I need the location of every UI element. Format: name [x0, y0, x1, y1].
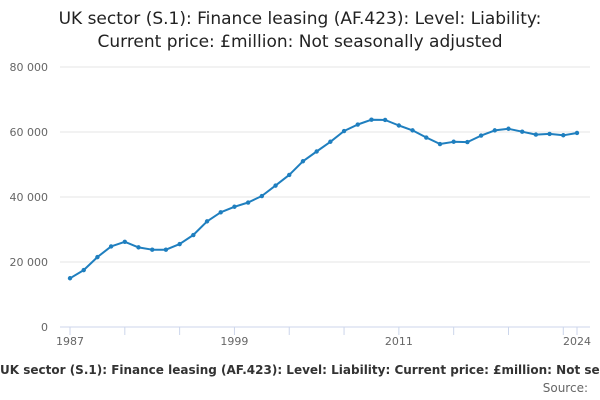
- y-axis-ticks: 0 20 000 40 000 60 000 80 000: [10, 61, 49, 334]
- data-point: [533, 132, 539, 137]
- data-point: [204, 219, 210, 224]
- data-point: [424, 135, 429, 140]
- x-tick-label: 2011: [385, 335, 413, 348]
- data-point: [547, 131, 552, 137]
- data-point: [150, 247, 155, 252]
- data-point: [465, 139, 470, 145]
- x-tick-label: 1987: [56, 335, 84, 348]
- data-point: [492, 128, 497, 133]
- y-tick-label: 40 000: [10, 191, 49, 204]
- data-point: [506, 126, 511, 131]
- y-tick-label: 60 000: [10, 126, 49, 139]
- series-points: [67, 117, 580, 281]
- data-point: [163, 247, 169, 252]
- data-point: [95, 254, 100, 260]
- x-axis-ticks: 1987 1999 2011 2024: [56, 327, 591, 348]
- data-point: [122, 239, 128, 245]
- y-tick-label: 20 000: [10, 256, 49, 269]
- data-point: [108, 244, 114, 249]
- series-line: [69, 118, 578, 280]
- data-point: [218, 210, 223, 215]
- data-point: [437, 141, 443, 147]
- data-point: [67, 276, 73, 281]
- data-point: [136, 245, 141, 250]
- data-point: [232, 204, 237, 209]
- chart-title-line-1: UK sector (S.1): Finance leasing (AF.423…: [58, 9, 542, 29]
- data-point: [273, 183, 278, 188]
- legend: UK sector (S.1): Finance leasing (AF.423…: [0, 363, 600, 377]
- data-point: [561, 133, 566, 138]
- data-point: [328, 139, 333, 144]
- data-point: [259, 193, 265, 199]
- data-point: [478, 133, 484, 138]
- data-point: [287, 172, 292, 178]
- data-point: [177, 241, 182, 247]
- data-point: [81, 267, 86, 273]
- y-tick-label: 0: [41, 321, 48, 334]
- data-point: [355, 122, 360, 127]
- data-point: [300, 159, 306, 164]
- data-point: [574, 130, 580, 136]
- source-label: Source:: [542, 381, 588, 395]
- data-point: [451, 139, 456, 144]
- data-point: [245, 200, 251, 205]
- y-tick-label: 80 000: [10, 61, 49, 74]
- data-point: [314, 149, 319, 154]
- data-point: [341, 128, 347, 134]
- data-point: [382, 117, 388, 123]
- x-tick-label: 1999: [220, 335, 248, 348]
- data-point: [519, 129, 525, 134]
- gridlines: [60, 66, 590, 263]
- data-point: [410, 128, 415, 133]
- x-tick-label: 2024: [563, 335, 591, 348]
- legend-label: UK sector (S.1): Finance leasing (AF.423…: [0, 363, 600, 377]
- data-point: [369, 117, 374, 122]
- chart-title-line-2: Current price: £million: Not seasonally …: [97, 32, 503, 52]
- data-point: [396, 123, 402, 128]
- chart-title: UK sector (S.1): Finance leasing (AF.423…: [0, 8, 600, 54]
- data-point: [191, 232, 196, 238]
